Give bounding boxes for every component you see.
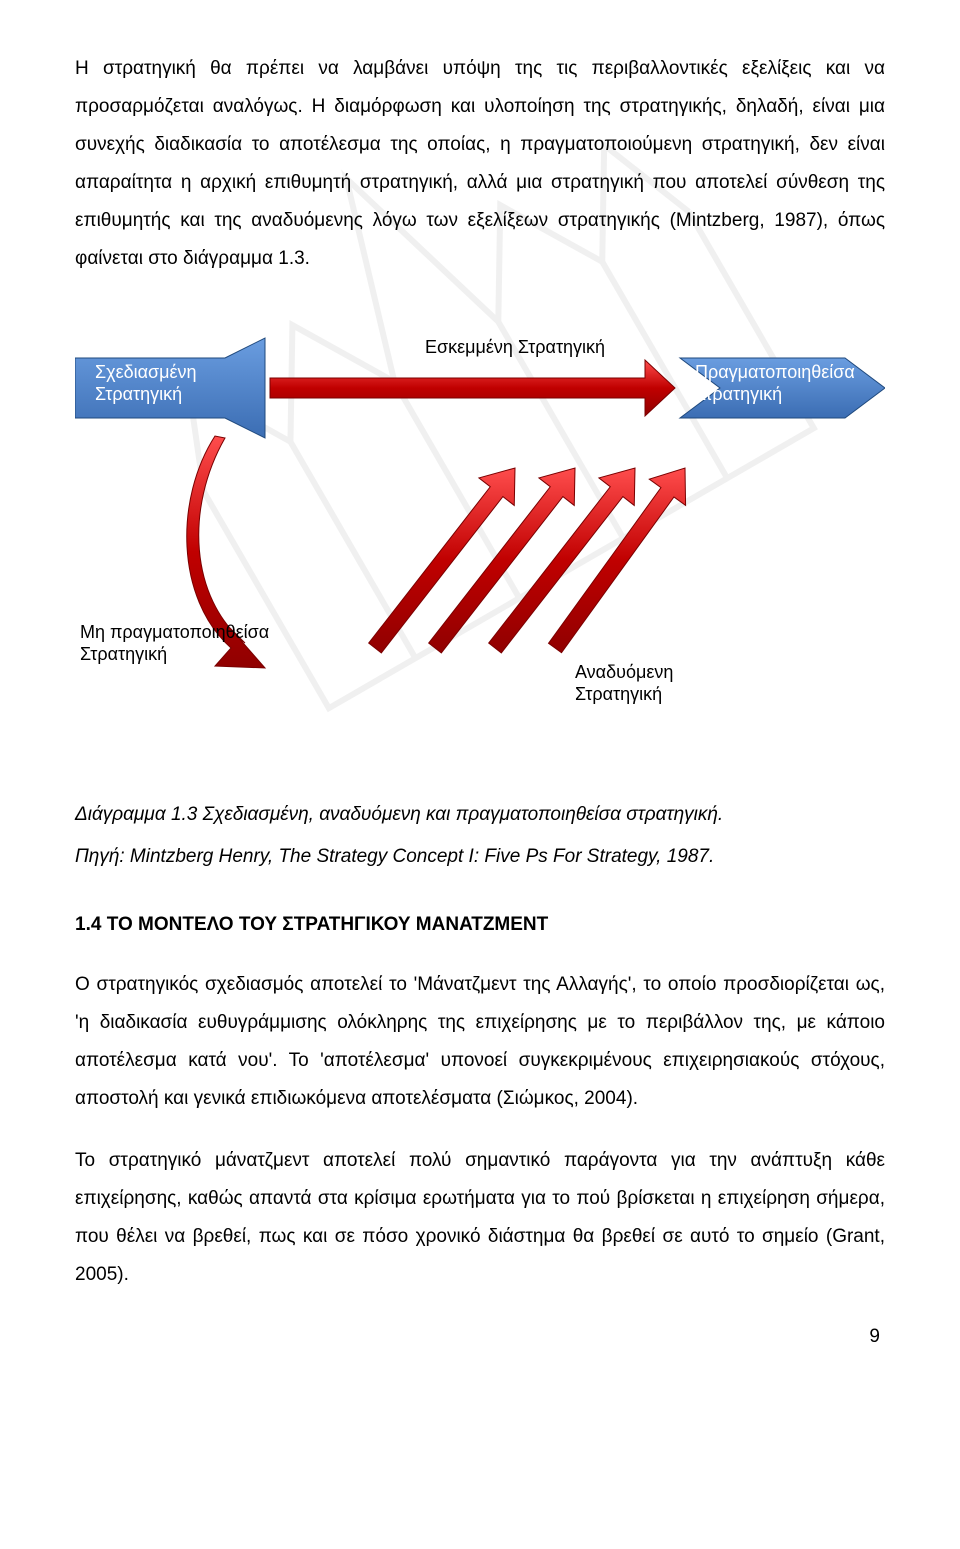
svg-text:Στρατηγική: Στρατηγική	[575, 684, 662, 704]
paragraph-3: Το στρατηγικό μάνατζμεντ αποτελεί πολύ σ…	[75, 1142, 885, 1294]
page-number: 9	[869, 1326, 880, 1348]
diagram-caption: Διάγραμμα 1.3 Σχεδιασμένη, αναδυόμενη κα…	[75, 798, 885, 832]
diagram-source: Πηγή: Mintzberg Henry, The Strategy Conc…	[75, 840, 885, 874]
svg-text:Στρατηγική: Στρατηγική	[80, 644, 167, 664]
svg-text:Στρατηγική: Στρατηγική	[95, 384, 182, 404]
paragraph-2: Ο στρατηγικός σχεδιασμός αποτελεί το 'Μά…	[75, 966, 885, 1118]
section-heading: 1.4 ΤΟ ΜΟΝΤΕΛΟ ΤΟΥ ΣΤΡΑΤΗΓΙΚΟΥ ΜΑΝΑΤΖΜΕΝ…	[75, 914, 885, 936]
svg-text:Μη πραγματοποιηθείσα: Μη πραγματοποιηθείσα	[80, 622, 269, 642]
strategy-diagram: ΣχεδιασμένηΣτρατηγικήΕσκεμμένη Στρατηγικ…	[75, 308, 885, 768]
svg-text:Σχεδιασμένη: Σχεδιασμένη	[95, 362, 197, 382]
paragraph-1: Η στρατηγική θα πρέπει να λαμβάνει υπόψη…	[75, 50, 885, 278]
svg-text:Πραγματοποιηθείσα: Πραγματοποιηθείσα	[695, 362, 855, 382]
svg-text:Στρατηγική: Στρατηγική	[695, 384, 782, 404]
svg-text:Αναδυόμενη: Αναδυόμενη	[575, 662, 673, 682]
svg-text:Εσκεμμένη Στρατηγική: Εσκεμμένη Στρατηγική	[425, 337, 605, 357]
